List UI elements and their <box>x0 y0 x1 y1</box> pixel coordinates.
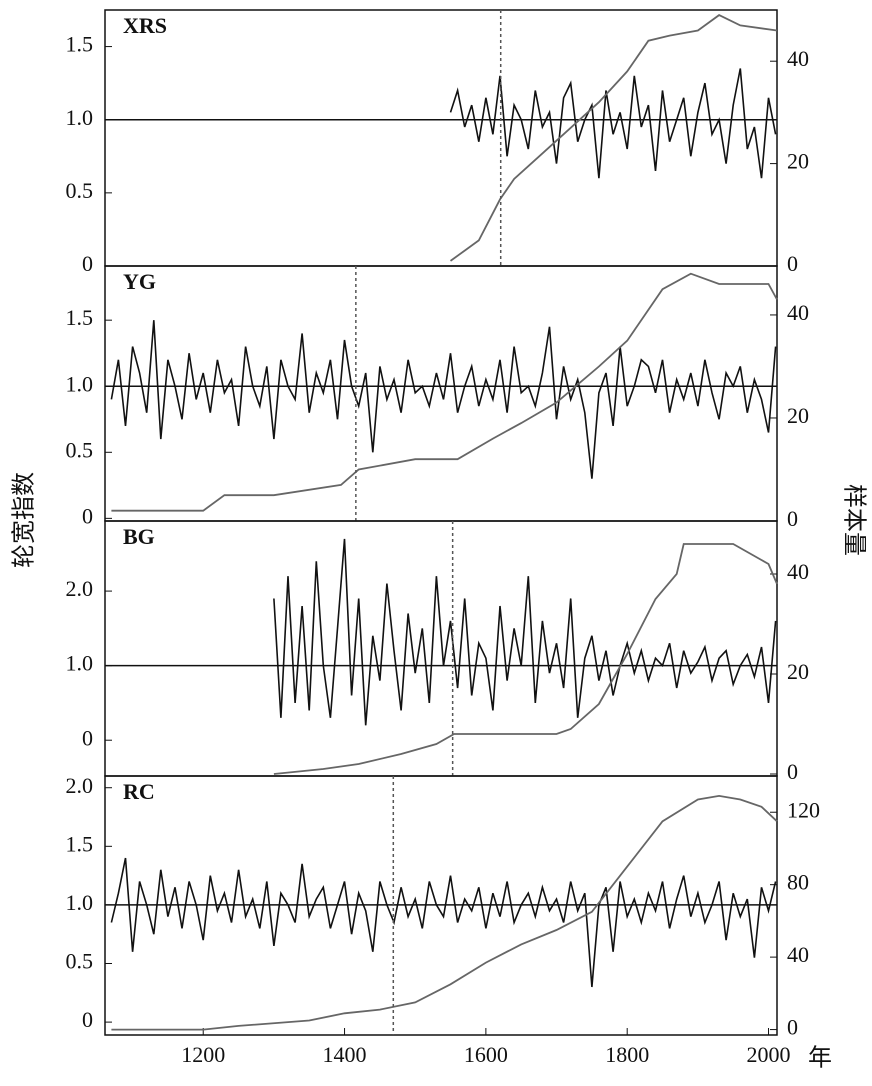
y-tick-label: 1.0 <box>66 105 94 130</box>
panel-title: BG <box>123 524 155 549</box>
y2-tick-label: 120 <box>787 797 820 822</box>
y-tick-label: 0 <box>82 1007 93 1032</box>
y2-axis-label: 样本量 <box>840 484 867 556</box>
panel-title: RC <box>123 779 155 804</box>
sample-depth-line <box>273 543 778 775</box>
y-tick-label: 0.5 <box>66 178 94 203</box>
y-tick-label: 1.0 <box>66 651 94 676</box>
y2-tick-label: 80 <box>787 870 809 895</box>
y-tick-label: 1.5 <box>66 32 94 57</box>
panel-frame <box>104 520 778 777</box>
panel-frame <box>104 9 778 267</box>
y-tick-label: 1.5 <box>66 305 94 330</box>
x-tick-label: 2000 <box>747 1042 791 1067</box>
y2-tick-label: 40 <box>787 559 809 584</box>
x-tick-label: 1800 <box>605 1042 649 1067</box>
x-axis-label: 年 <box>808 1045 832 1072</box>
y-tick-label: 1.0 <box>66 890 94 915</box>
panel-frame <box>104 265 778 522</box>
y2-tick-label: 0 <box>787 506 798 531</box>
x-tick-label: 1600 <box>464 1042 508 1067</box>
index-line <box>110 857 777 988</box>
sample-depth-line <box>449 14 778 262</box>
y2-tick-label: 40 <box>787 942 809 967</box>
y2-tick-label: 40 <box>787 46 809 71</box>
index-line <box>449 68 777 179</box>
y-tick-label: 0 <box>82 725 93 750</box>
y-tick-label: 1.5 <box>66 831 94 856</box>
panel-title: YG <box>123 269 156 294</box>
y2-tick-label: 40 <box>787 300 809 325</box>
y-tick-label: 2.0 <box>66 576 94 601</box>
y-tick-label: 1.0 <box>66 371 94 396</box>
y2-tick-label: 20 <box>787 403 809 428</box>
sample-depth-line <box>111 794 778 1031</box>
sample-depth-line <box>111 272 778 512</box>
y2-tick-label: 20 <box>787 149 809 174</box>
index-line <box>273 538 777 726</box>
y-axis-label: 轮宽指数 <box>11 472 38 568</box>
y2-tick-label: 0 <box>787 251 798 276</box>
y-tick-label: 2.0 <box>66 773 94 798</box>
index-line <box>110 320 777 479</box>
x-tick-label: 1200 <box>181 1042 225 1067</box>
y2-tick-label: 0 <box>787 1015 798 1040</box>
y-tick-label: 0.5 <box>66 949 94 974</box>
x-tick-label: 1400 <box>323 1042 367 1067</box>
y2-tick-label: 20 <box>787 659 809 684</box>
y-tick-label: 0 <box>82 251 93 276</box>
y-tick-label: 0.5 <box>66 437 94 462</box>
y2-tick-label: 0 <box>787 759 798 784</box>
y-tick-label: 0 <box>82 503 93 528</box>
panel-title: XRS <box>123 13 167 38</box>
